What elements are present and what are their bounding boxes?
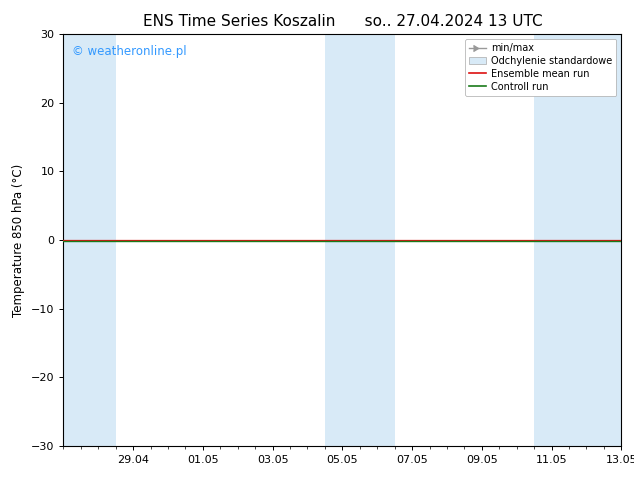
Text: © weatheronline.pl: © weatheronline.pl: [72, 45, 186, 58]
Title: ENS Time Series Koszalin      so.. 27.04.2024 13 UTC: ENS Time Series Koszalin so.. 27.04.2024…: [143, 14, 542, 29]
Bar: [325, 34, 394, 446]
Legend: min/max, Odchylenie standardowe, Ensemble mean run, Controll run: min/max, Odchylenie standardowe, Ensembl…: [465, 39, 616, 96]
Bar: [534, 34, 621, 446]
Y-axis label: Temperature 850 hPa (°C): Temperature 850 hPa (°C): [12, 164, 25, 317]
Bar: [63, 34, 115, 446]
